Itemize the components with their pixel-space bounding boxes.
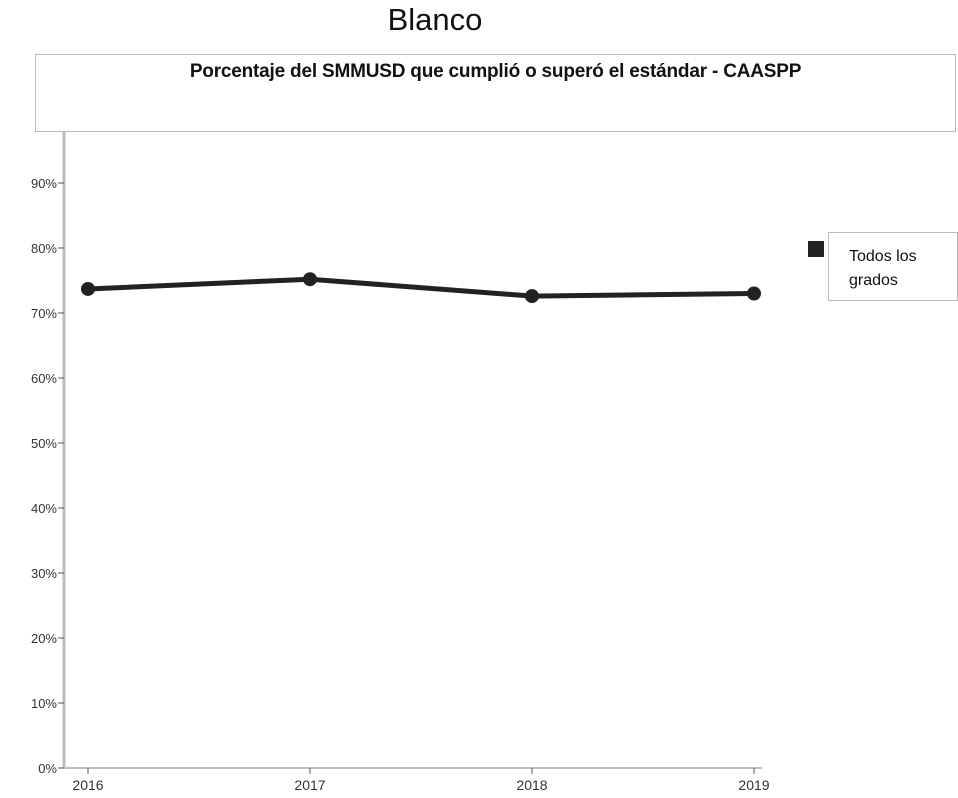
x-tick-label: 2019 [738,777,769,793]
y-tick-label: 30% [31,566,57,581]
x-tick-label: 2016 [72,777,103,793]
chart-heading: Blanco [387,2,483,37]
y-tick-label: 70% [31,306,57,321]
chart-title: Porcentaje del SMMUSD que cumplió o supe… [189,61,802,82]
data-point [747,286,761,301]
y-tick-label: 40% [31,501,57,516]
y-axis: 0%10%20%30%40%50%60%70%80%90%100 [31,111,66,776]
legend-label: Todos los grados [849,248,917,289]
data-point [303,272,317,287]
x-tick-label: 2018 [516,777,547,793]
series-lines [81,272,761,304]
y-tick-label: 20% [31,631,57,646]
y-tick-label: 60% [31,371,57,386]
chart-title-box: Porcentaje del SMMUSD que cumplió o supe… [35,54,956,132]
series-line [85,276,757,299]
data-point [525,289,539,304]
y-tick-label: 80% [31,241,57,256]
x-axis: 2016 2017 2018 2019 [64,767,770,793]
x-tick-label: 2017 [294,777,325,793]
legend: Todos los grados [828,232,958,301]
y-tick-label: 10% [31,696,57,711]
y-tick-label: 0% [38,761,57,776]
data-point [81,281,95,296]
legend-swatch [808,241,824,257]
y-tick-label: 50% [31,436,57,451]
y-tick-label: 90% [31,176,57,191]
